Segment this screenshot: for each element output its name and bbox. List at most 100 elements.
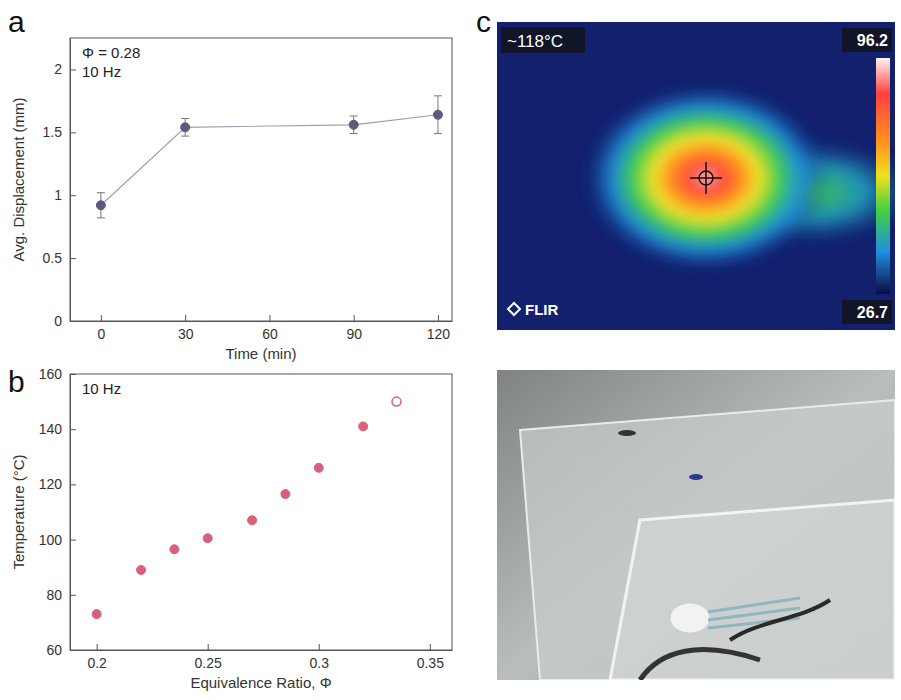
x-tick-label: 0.2: [87, 655, 107, 671]
panel-label: c: [476, 5, 491, 38]
glass-frame: [610, 500, 895, 680]
y-tick: 140: [39, 421, 76, 437]
x-tick-mark: [185, 315, 186, 321]
panel-label: b: [8, 365, 25, 398]
x-axis-title: Time (min): [225, 345, 296, 362]
data-point: [281, 490, 290, 499]
data-point: [433, 110, 442, 119]
y-tick: 160: [39, 366, 76, 382]
plate: [520, 400, 895, 680]
x-axis-title: Equivalence Ratio, Φ: [190, 674, 331, 691]
data-point: [392, 397, 401, 406]
y-tick: 1: [54, 187, 76, 203]
y-tick-label: 80: [46, 587, 62, 603]
readout-box: [501, 27, 585, 53]
x-tick-mark: [101, 315, 102, 321]
x-axis-line: [71, 650, 453, 651]
y-tick-label: 2: [54, 61, 62, 77]
annotation: 10 Hz: [82, 380, 121, 397]
x-tick-label: 0.25: [195, 655, 222, 671]
y-tick: 60: [46, 642, 76, 658]
panel-label: a: [8, 5, 25, 38]
x-tick: 0: [97, 315, 105, 342]
y-tick-label: 1.5: [43, 124, 63, 140]
y-tick: 100: [39, 532, 76, 548]
x-tick-label: 120: [427, 326, 451, 342]
scale-max-box: [842, 28, 892, 52]
data-point: [203, 534, 212, 543]
thermal-image: ~118°C96.226.7FLIR: [497, 22, 895, 330]
x-tick: 0.35: [417, 644, 444, 671]
error-bar-part: [434, 95, 442, 96]
x-tick-mark: [208, 644, 209, 650]
y-tick-mark: [70, 595, 76, 596]
image-panel: c~118°C96.226.7FLIR: [476, 5, 901, 680]
x-tick-label: 60: [262, 326, 278, 342]
y-axis-line: [70, 375, 71, 651]
y-tick: 1.5: [43, 124, 76, 140]
x-axis-line: [71, 321, 453, 322]
y-tick: 120: [39, 476, 76, 492]
x-tick-mark: [430, 644, 431, 650]
scale-min-box: [842, 300, 892, 324]
y-tick-mark: [70, 650, 76, 651]
mark: [689, 474, 703, 480]
y-axis: 0 0.5 1 1.5 2: [43, 39, 76, 329]
y-axis-title: Avg. Displacement (mm): [10, 98, 27, 262]
data-point: [137, 565, 146, 574]
data-line: [101, 115, 438, 206]
mark: [618, 430, 636, 436]
error-bar: [97, 193, 105, 218]
plot-frame: [70, 374, 452, 650]
x-tick-label: 0.35: [417, 655, 444, 671]
y-tick-label: 140: [39, 421, 63, 437]
data-point: [314, 463, 323, 472]
brand: FLIR: [525, 301, 558, 318]
x-tick-label: 0: [97, 326, 105, 342]
photo-background: [497, 370, 895, 680]
x-tick-mark: [354, 315, 355, 321]
x-axis: 0.2 0.25 0.3 0.35: [71, 644, 453, 671]
scale-max: 96.2: [857, 32, 888, 49]
crosshair: [690, 162, 722, 194]
panel: 0 30 60 90 120 0 0.5 1 1.5 2 Time (min) Avg. Displa…: [8, 5, 453, 362]
plot-area: [92, 397, 401, 619]
x-tick-mark: [438, 315, 439, 321]
error-bar: [350, 116, 358, 134]
y-tick-mark: [70, 484, 76, 485]
y-tick: 0: [54, 313, 76, 329]
annotation: 10 Hz: [82, 63, 121, 80]
y-tick-mark: [70, 132, 76, 133]
photo: [497, 370, 895, 680]
data-point: [349, 120, 358, 129]
x-tick: 90: [346, 315, 362, 342]
x-tick-mark: [319, 644, 320, 650]
x-tick: 30: [178, 315, 194, 342]
y-tick-label: 160: [39, 366, 63, 382]
data-point: [359, 422, 368, 431]
annotation: Φ = 0.28: [82, 44, 140, 61]
x-tick: 120: [427, 315, 451, 342]
x-tick: 0.3: [310, 644, 330, 671]
y-tick-mark: [70, 321, 76, 322]
cable: [730, 600, 830, 640]
error-bar-part: [434, 133, 442, 134]
sample-disk: [670, 603, 710, 633]
cable: [640, 650, 760, 680]
panel: 0.2 0.25 0.3 0.35 60 80 100 120 140 160 Equivalenc…: [8, 365, 453, 691]
y-tick-label: 120: [39, 476, 63, 492]
error-bar-part: [181, 118, 189, 119]
readout: ~118°C: [507, 32, 563, 51]
x-tick: 0.25: [195, 644, 222, 671]
y-tick-mark: [70, 69, 76, 70]
y-tick: 0.5: [43, 250, 76, 266]
x-tick-label: 90: [346, 326, 362, 342]
crosshair-part: [705, 162, 707, 194]
y-tick-label: 60: [46, 642, 62, 658]
y-tick-label: 100: [39, 532, 63, 548]
error-bar-part: [97, 192, 105, 193]
data-point: [170, 545, 179, 554]
y-axis-title: Temperature (°C): [10, 454, 27, 569]
error-bar: [181, 118, 189, 136]
brand-logo: [508, 303, 520, 315]
